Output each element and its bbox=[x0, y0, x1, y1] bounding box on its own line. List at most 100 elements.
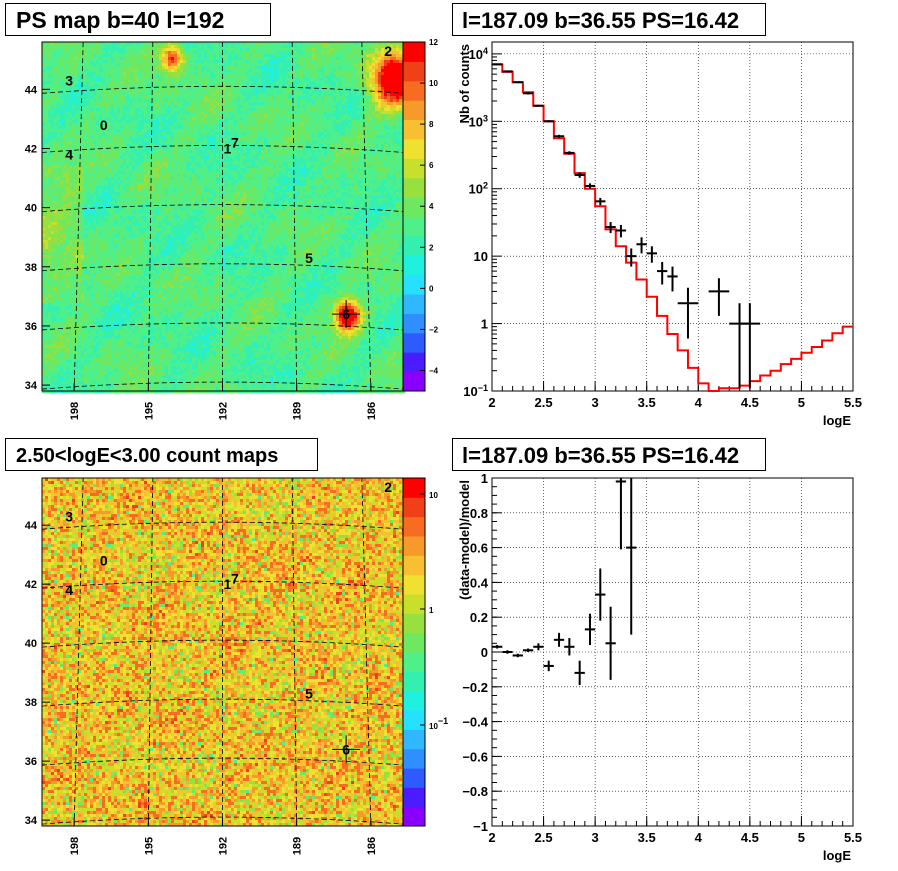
source-label-3: 3 bbox=[65, 72, 73, 88]
x-tick-label: 189 bbox=[292, 402, 304, 420]
x-tick-label: 198 bbox=[69, 402, 81, 420]
y-tick-label: −0.6 bbox=[462, 749, 488, 764]
ps-map-panel: 3436384042441981951921891860123456712108… bbox=[25, 38, 439, 420]
y-tick-label: 36 bbox=[25, 321, 37, 333]
colorbar-bin bbox=[403, 120, 425, 140]
y-tick-label: 40 bbox=[25, 203, 37, 215]
colorbar-bin bbox=[403, 352, 425, 372]
y-tick-label: 0.4 bbox=[470, 575, 489, 590]
x-tick-label: 192 bbox=[218, 402, 230, 420]
source-label-2: 2 bbox=[384, 479, 392, 495]
y-tick-label: 0.2 bbox=[470, 610, 488, 625]
colorbar-bin bbox=[403, 255, 425, 275]
x-tick-label: 198 bbox=[69, 837, 81, 855]
y-tick-label: −0.2 bbox=[462, 680, 488, 695]
colorbar-bin bbox=[403, 652, 425, 672]
x-tick-label: 4.5 bbox=[741, 395, 759, 410]
x-tick-label: 5.5 bbox=[844, 830, 862, 845]
colorbar-bin bbox=[403, 517, 425, 537]
colorbar-bin bbox=[403, 613, 425, 633]
colorbar-tick-label: 2 bbox=[429, 243, 434, 252]
colorbar-tick-label: 8 bbox=[429, 120, 434, 129]
x-tick-label: 186 bbox=[366, 402, 378, 420]
source-label-3: 3 bbox=[65, 508, 73, 524]
spectrum-xlabel: logE bbox=[823, 413, 851, 428]
y-tick-label: 34 bbox=[25, 380, 38, 392]
x-tick-label: 2 bbox=[488, 830, 495, 845]
residuals-ylabel: (data-model)/model bbox=[457, 480, 472, 600]
colorbar-bin bbox=[403, 633, 425, 653]
colorbar-bin bbox=[403, 729, 425, 749]
y-tick-label: 10 bbox=[474, 249, 488, 264]
x-tick-label: 5.5 bbox=[844, 395, 862, 410]
colorbar-bin bbox=[403, 594, 425, 614]
colorbar-bin bbox=[403, 100, 425, 120]
colorbar-tick-label: 6 bbox=[429, 161, 434, 170]
source-label-4: 4 bbox=[65, 146, 73, 162]
x-tick-label: 5 bbox=[798, 395, 805, 410]
x-tick-label: 3 bbox=[592, 395, 599, 410]
x-tick-label: 3.5 bbox=[638, 395, 656, 410]
source-label-2: 2 bbox=[384, 43, 392, 59]
x-tick-label: 3 bbox=[592, 830, 599, 845]
colorbar-bin bbox=[403, 807, 425, 827]
source-label-4: 4 bbox=[65, 582, 73, 598]
count-map-panel: 3436384042441981951921891860123456710110… bbox=[25, 478, 448, 855]
x-tick-label: 5 bbox=[798, 830, 805, 845]
source-label-7: 7 bbox=[231, 570, 239, 586]
colorbar-bin bbox=[403, 575, 425, 595]
x-tick-label: 195 bbox=[143, 837, 155, 855]
colorbar-bin bbox=[403, 691, 425, 711]
colorbar-bin bbox=[403, 197, 425, 217]
x-tick-label: 189 bbox=[292, 837, 304, 855]
y-tick-label: 44 bbox=[25, 520, 38, 532]
y-tick-label: 102 bbox=[469, 181, 488, 197]
y-tick-label: −0.8 bbox=[462, 784, 488, 799]
spectrum-plot-area bbox=[492, 42, 853, 391]
colorbar-bin bbox=[403, 139, 425, 159]
colorbar-bin bbox=[403, 294, 425, 314]
x-tick-label: 3.5 bbox=[638, 830, 656, 845]
figure-canvas: 3436384042441981951921891860123456712108… bbox=[0, 0, 898, 871]
colorbar-bin bbox=[403, 42, 425, 62]
y-tick-label: 38 bbox=[25, 697, 37, 709]
colorbar-tick-label: −4 bbox=[429, 366, 439, 375]
colorbar-bin bbox=[403, 555, 425, 575]
spectrum-ylabel: Nb of counts bbox=[457, 44, 472, 123]
x-tick-label: 2.5 bbox=[535, 395, 553, 410]
colorbar-bin bbox=[403, 313, 425, 333]
y-tick-label: 0.8 bbox=[470, 506, 488, 521]
colorbar-tick-label: 10 bbox=[429, 491, 438, 500]
source-label-0: 0 bbox=[100, 553, 108, 569]
y-tick-label: 44 bbox=[25, 84, 38, 96]
colorbar-bin bbox=[403, 497, 425, 517]
y-tick-label: 10−1 bbox=[463, 383, 488, 399]
x-tick-label: 4 bbox=[695, 395, 703, 410]
y-tick-label: 0.6 bbox=[470, 541, 488, 556]
colorbar-bin bbox=[403, 178, 425, 198]
y-tick-label: 1 bbox=[481, 317, 488, 332]
x-tick-label: 2 bbox=[488, 395, 495, 410]
y-tick-label: 42 bbox=[25, 143, 37, 155]
source-label-5: 5 bbox=[305, 250, 313, 266]
source-label-7: 7 bbox=[231, 135, 239, 151]
x-tick-label: 2.5 bbox=[535, 830, 553, 845]
colorbar-bin bbox=[403, 749, 425, 769]
colorbar-bin bbox=[403, 275, 425, 295]
colorbar-tick-label: 12 bbox=[429, 38, 438, 47]
colorbar-bin bbox=[403, 768, 425, 788]
colorbar-bin bbox=[403, 236, 425, 256]
x-tick-label: 4 bbox=[695, 830, 703, 845]
y-tick-label: 40 bbox=[25, 638, 37, 650]
x-tick-label: 186 bbox=[366, 837, 378, 855]
colorbar-bin bbox=[403, 478, 425, 498]
colorbar-bin bbox=[403, 217, 425, 237]
residuals-panel: 2 2.5 3 3.5 4 4.5 5 5.5−1−0.8−0.6−0.4−0.200.20.… bbox=[457, 471, 862, 863]
colorbar-bin bbox=[403, 710, 425, 730]
count-map-pixels bbox=[42, 478, 405, 826]
ps-map-pixels bbox=[42, 42, 405, 393]
colorbar-tick-label: 1 bbox=[429, 606, 434, 615]
colorbar-bin bbox=[403, 671, 425, 691]
